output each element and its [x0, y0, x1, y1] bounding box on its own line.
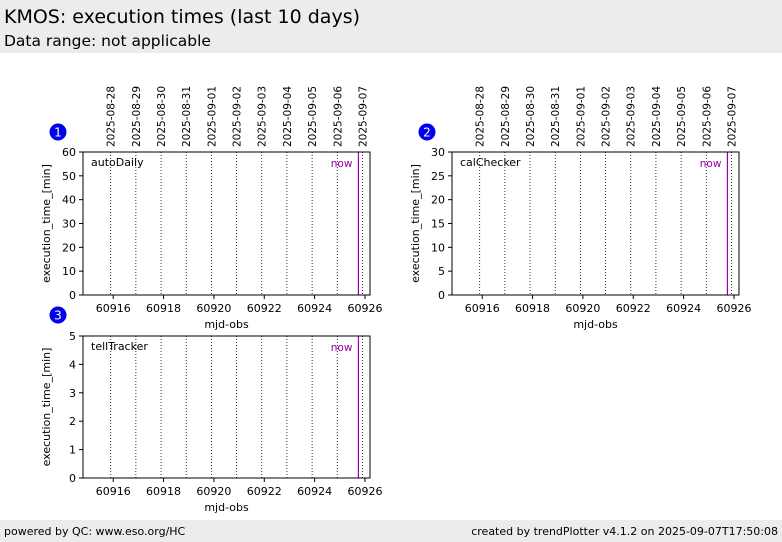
page-title: KMOS: execution times (last 10 days) [4, 6, 360, 28]
panel-label: calChecker [460, 156, 521, 169]
page-subtitle: Data range: not applicable [4, 32, 211, 50]
plot-frame [82, 151, 371, 296]
footer-timestamp: created by trendPlotter v4.1.2 on 2025-0… [471, 525, 778, 538]
x-tick-label: 60922 [247, 485, 282, 498]
date-tick-label: 2025-08-30 [525, 86, 537, 147]
date-tick-label: 2025-09-07 [726, 86, 738, 147]
panel-badge [418, 123, 436, 141]
x-tick-label: 60924 [297, 485, 332, 498]
date-tick-label: 2025-09-03 [626, 86, 638, 147]
y-tick-label: 10 [62, 265, 76, 278]
x-tick-label: 60920 [565, 302, 600, 315]
date-tick-label: 2025-09-03 [257, 86, 269, 147]
date-tick-label: 2025-09-02 [232, 86, 244, 147]
date-tick-label: 2025-09-02 [601, 86, 613, 147]
y-tick-label: 3 [69, 387, 76, 400]
date-tick-label: 2025-09-05 [307, 86, 319, 147]
y-tick-label: 5 [438, 265, 445, 278]
date-tick-label: 2025-08-29 [131, 86, 143, 147]
x-tick-label: 60924 [297, 302, 332, 315]
date-tick-label: 2025-08-30 [156, 86, 168, 147]
y-tick-label: 4 [69, 358, 76, 371]
now-label: now [700, 158, 722, 170]
panel-badge-number: 2 [423, 126, 431, 140]
y-tick-label: 25 [431, 170, 445, 183]
now-label: now [331, 158, 353, 170]
y-tick-label: 20 [431, 194, 445, 207]
y-tick-label: 0 [69, 289, 76, 302]
y-tick-label: 30 [431, 146, 445, 159]
x-tick-label: 60916 [96, 302, 131, 315]
date-tick-label: 2025-09-04 [282, 86, 294, 147]
y-tick-label: 20 [62, 241, 76, 254]
plot-frame [82, 335, 371, 479]
x-tick-label: 60922 [247, 302, 282, 315]
panel-badge-number: 3 [54, 309, 62, 323]
x-tick-label: 60916 [465, 302, 500, 315]
now-label: now [331, 342, 353, 354]
date-tick-label: 2025-08-31 [181, 86, 193, 147]
x-tick-label: 60926 [347, 302, 382, 315]
date-tick-label: 2025-09-05 [676, 86, 688, 147]
y-tick-label: 10 [431, 241, 445, 254]
y-axis-label: execution_time_[min] [409, 164, 422, 283]
date-tick-label: 2025-08-29 [500, 86, 512, 147]
date-tick-label: 2025-08-28 [475, 86, 487, 147]
x-tick-label: 60918 [515, 302, 550, 315]
footer-bar: powered by QC: www.eso.org/HC created by… [0, 520, 782, 542]
date-tick-label: 2025-09-01 [206, 86, 218, 147]
x-tick-label: 60920 [196, 485, 231, 498]
x-tick-label: 60920 [196, 302, 231, 315]
x-tick-label: 60922 [616, 302, 651, 315]
date-tick-label: 2025-09-07 [357, 86, 369, 147]
y-tick-label: 0 [438, 289, 445, 302]
y-tick-label: 30 [62, 218, 76, 231]
date-tick-label: 2025-09-06 [332, 86, 344, 147]
date-tick-label: 2025-08-31 [550, 86, 562, 147]
plot-frame [451, 151, 740, 296]
x-tick-label: 60918 [146, 302, 181, 315]
y-tick-label: 0 [69, 472, 76, 485]
y-tick-label: 1 [69, 444, 76, 457]
footer-credit: powered by QC: www.eso.org/HC [4, 525, 186, 538]
panel-label: autoDaily [91, 156, 144, 169]
y-tick-label: 60 [62, 146, 76, 159]
panel-label: tellTracker [91, 340, 148, 353]
x-tick-label: 60916 [96, 485, 131, 498]
y-axis-label: execution_time_[min] [40, 348, 53, 467]
y-tick-label: 40 [62, 194, 76, 207]
date-tick-label: 2025-09-01 [575, 86, 587, 147]
panel-badge [49, 123, 67, 141]
x-axis-label: mjd-obs [573, 318, 618, 331]
x-axis-label: mjd-obs [204, 501, 249, 514]
date-tick-label: 2025-09-06 [701, 86, 713, 147]
date-tick-label: 2025-09-04 [651, 86, 663, 147]
panel-badge [49, 306, 67, 324]
y-tick-label: 15 [431, 218, 445, 231]
date-tick-label: 2025-08-28 [106, 86, 118, 147]
x-tick-label: 60918 [146, 485, 181, 498]
x-tick-label: 60926 [347, 485, 382, 498]
y-tick-label: 50 [62, 170, 76, 183]
header-bar: KMOS: execution times (last 10 days) Dat… [0, 0, 782, 53]
y-axis-label: execution_time_[min] [40, 164, 53, 283]
x-axis-label: mjd-obs [204, 318, 249, 331]
y-tick-label: 2 [69, 415, 76, 428]
panel-badge-number: 1 [54, 126, 62, 140]
x-tick-label: 60926 [716, 302, 751, 315]
y-tick-label: 5 [69, 330, 76, 343]
x-tick-label: 60924 [666, 302, 701, 315]
